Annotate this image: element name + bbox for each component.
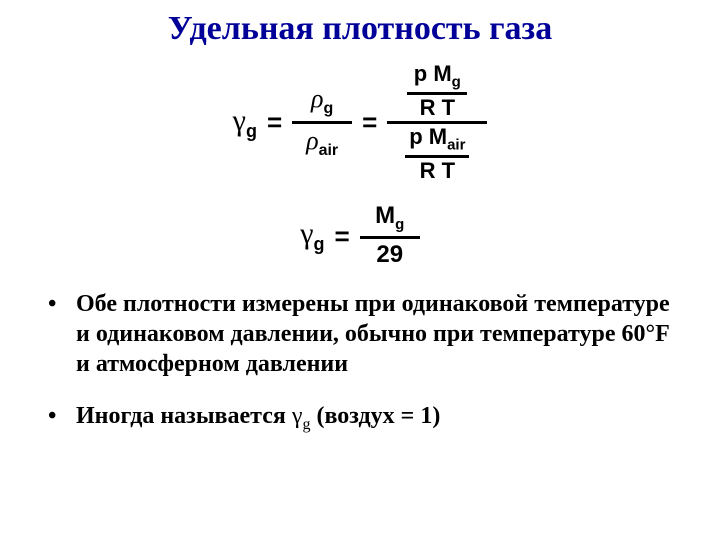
bullet-item: Обе плотности измерены при одинаковой те… (66, 289, 680, 379)
bullet-2-suffix: (воздух = 1) (311, 403, 441, 429)
bullet-item: Иногда называется γg (воздух = 1) (66, 401, 680, 435)
formula-1: γg = ρg ρair = p Mg R T (40, 62, 680, 183)
equals-sign: = (267, 107, 282, 138)
bullet-2-prefix: Иногда называется (76, 403, 292, 429)
equals-sign-3: = (335, 221, 350, 252)
equals-sign-2: = (362, 107, 377, 138)
gamma-g-symbol-2: γg (300, 217, 324, 255)
formula-2: γg = Mg 29 (40, 201, 680, 271)
gamma-g-symbol: γg (233, 104, 257, 142)
gamma-inline: γg (292, 403, 311, 429)
rho-fraction: ρg ρair (292, 83, 352, 162)
mg-over-29: Mg 29 (360, 201, 420, 271)
page-title: Удельная плотность газа (40, 10, 680, 48)
nested-fraction: p Mg R T p Mair R T (387, 62, 487, 183)
bullet-list: Обе плотности измерены при одинаковой те… (40, 289, 680, 435)
